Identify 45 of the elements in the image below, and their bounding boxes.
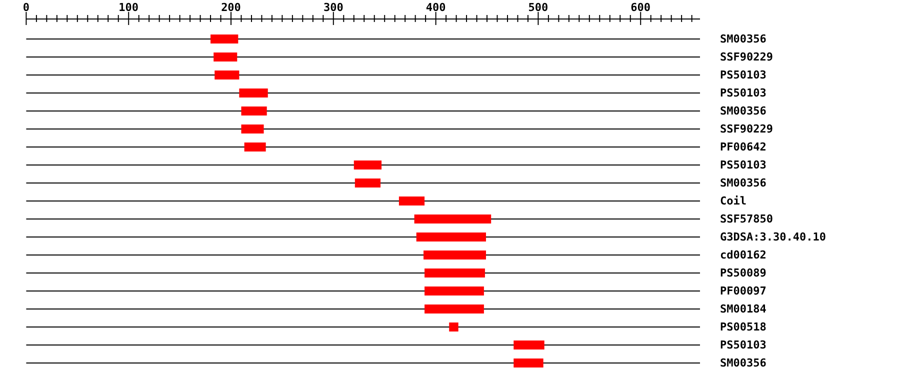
- y-tick-label: PS00518: [720, 320, 766, 334]
- y-tick-label: cd00162: [720, 248, 766, 262]
- y-tick-label: SM00184: [720, 302, 767, 316]
- bar: [449, 322, 458, 332]
- y-tick-label: PF00097: [720, 284, 766, 298]
- bar: [214, 52, 238, 62]
- x-tick-label: 200: [221, 1, 241, 14]
- y-tick-label: PS50089: [720, 266, 766, 280]
- bar: [354, 160, 382, 170]
- x-tick-label: 300: [323, 1, 344, 14]
- y-tick-label: PS50103: [720, 338, 766, 352]
- y-tick-label: SM00356: [720, 32, 767, 46]
- y-tick-label: SSF90229: [720, 122, 773, 136]
- y-tick-label: PS50103: [720, 68, 766, 82]
- bar: [424, 268, 485, 278]
- bar: [241, 106, 267, 116]
- bar: [210, 34, 238, 44]
- bar: [241, 124, 264, 134]
- y-tick-label: Coil: [720, 194, 746, 208]
- bar: [416, 232, 486, 242]
- bar: [239, 88, 268, 98]
- bar: [354, 178, 381, 188]
- y-tick-label: PF00642: [720, 140, 766, 154]
- y-tick-label: G3DSA:3.30.40.10: [720, 230, 826, 244]
- bar: [398, 196, 425, 206]
- bar: [424, 304, 484, 314]
- x-tick-label: 500: [528, 1, 548, 14]
- bar: [244, 142, 266, 152]
- y-tick-label: PS50103: [720, 158, 766, 172]
- bar: [424, 286, 484, 296]
- bar: [514, 340, 544, 350]
- bar: [414, 214, 492, 224]
- y-tick-label: SSF57850: [720, 212, 773, 226]
- y-tick-label: SM00356: [720, 176, 767, 190]
- y-tick-label: PS50103: [720, 86, 766, 100]
- x-tick-label: 600: [630, 1, 651, 14]
- y-tick-label: SM00356: [720, 104, 767, 118]
- bar: [214, 70, 240, 80]
- x-tick-label: 0: [22, 1, 30, 14]
- y-tick-label: SM00356: [720, 356, 767, 370]
- bar: [514, 358, 544, 368]
- y-tick-label: SSF90229: [720, 50, 773, 64]
- x-tick-label: 400: [426, 1, 446, 14]
- x-tick-label: 100: [118, 1, 139, 14]
- bar: [424, 250, 486, 260]
